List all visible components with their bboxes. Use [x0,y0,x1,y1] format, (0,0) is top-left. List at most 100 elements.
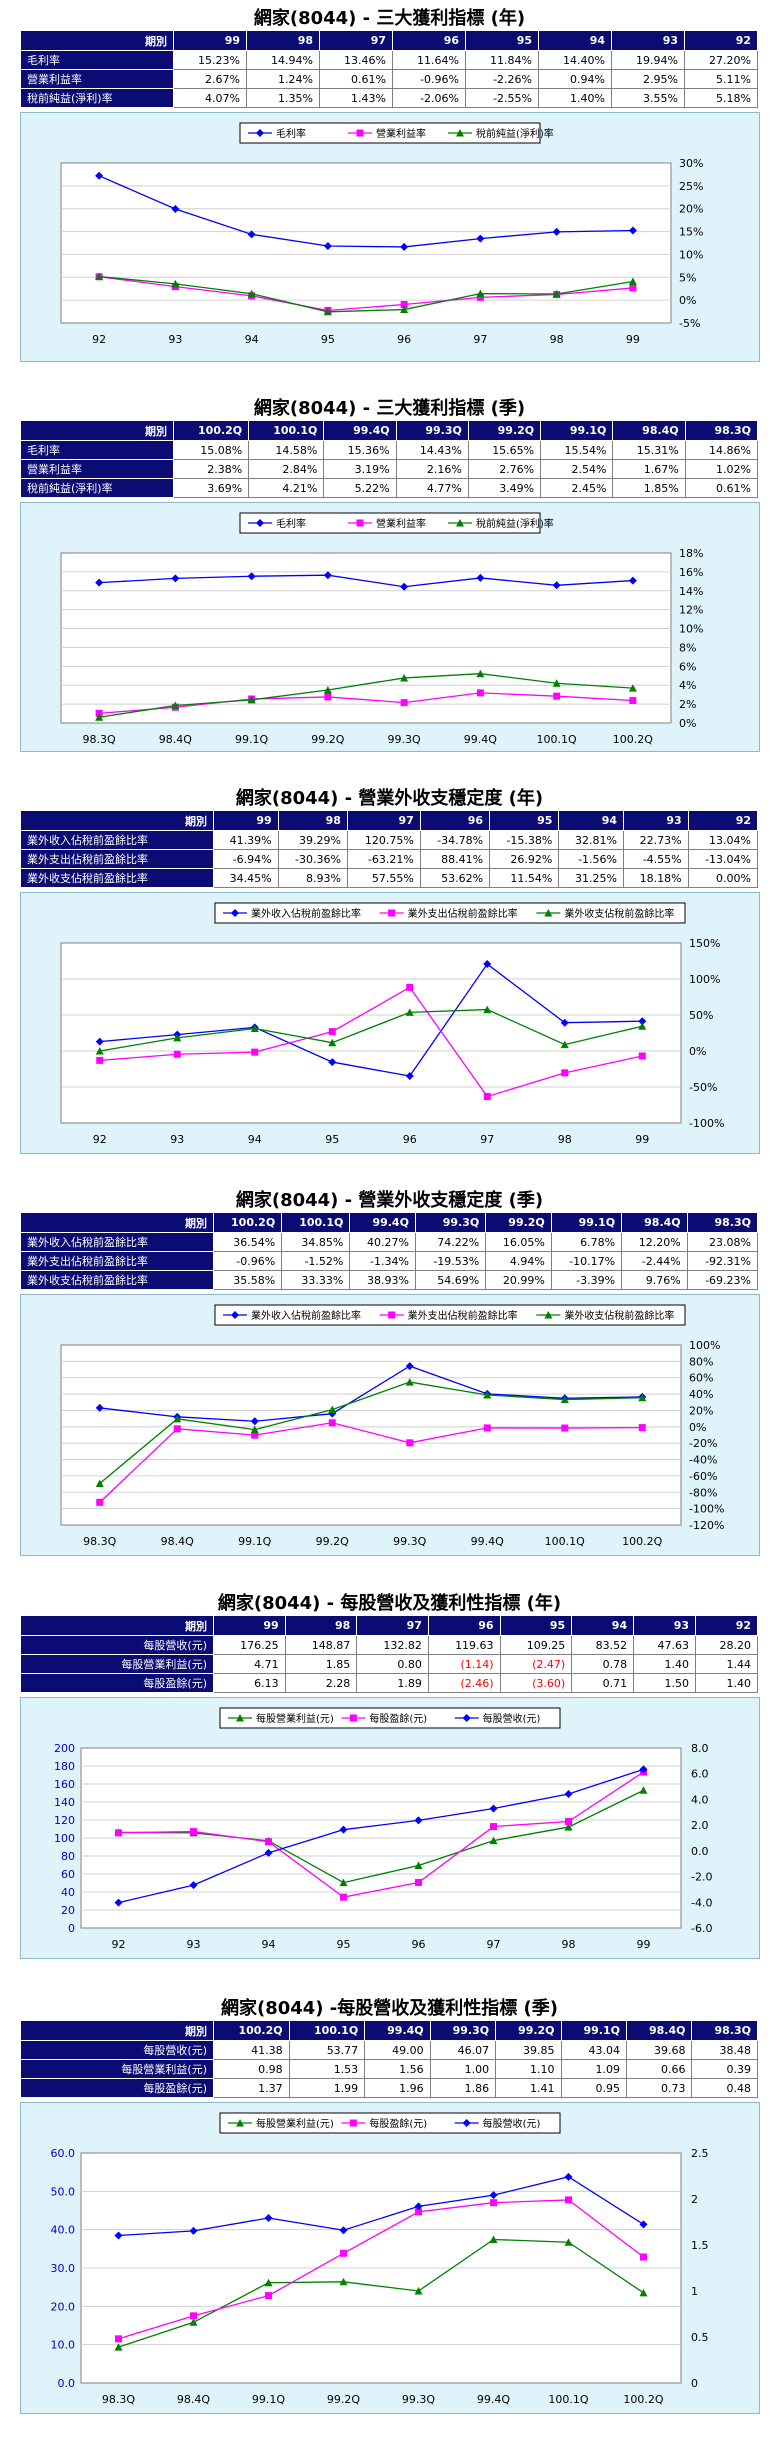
period-column-header: 98.3Q [691,2020,758,2041]
series-line [99,673,633,718]
table-row: 每股盈餘(元) 6.13 2.28 1.89 (2.46) (3.60) 0.71 1.50 1… [20,1673,758,1693]
table-cell: 3.55% [611,88,685,108]
table-cell: 2.28 [284,1673,358,1693]
table-cell: 2.38% [172,459,250,479]
legend-label: 每股盈餘(元) [369,1712,427,1725]
table-cell: -63.21% [346,849,421,869]
y-tick-label: 10% [679,248,703,261]
y2-tick-label: -2.0 [691,1871,712,1884]
x-tick-label: 99 [637,1938,651,1951]
table-cell: 3.49% [467,478,542,498]
legend-label: 稅前純益(淨利)率 [476,127,554,140]
y-tick-label: -5% [679,317,700,330]
x-tick-label: 99.3Q [393,1535,426,1548]
y-tick-label: 10% [679,623,703,636]
period-column-header: 95 [465,30,539,51]
period-column-header: 98 [284,1615,358,1636]
data-point [339,2226,348,2235]
y-tick-label: 12% [679,604,703,617]
table-cell: 14.58% [248,440,325,460]
table-cell: 1.67% [612,459,686,479]
table-cell: 38.93% [349,1270,416,1290]
row-label: 稅前純益(淨利)率 [20,478,174,498]
data-point [564,1790,573,1799]
table-cell: (2.47) [499,1654,573,1674]
table-cell: 4.07% [173,88,247,108]
data-point [247,289,256,298]
data-point [247,695,256,704]
data-point [552,581,561,590]
data-point [264,2278,273,2287]
table-cell: -6.94% [213,849,279,869]
y-tick-label: -100% [689,1117,724,1130]
table-cell: 3.19% [323,459,397,479]
data-point [638,1022,647,1030]
table-cell: -34.78% [419,830,491,850]
period-column-header: 99 [213,810,279,831]
period-column-header: 100.2Q [213,2020,290,2041]
table-cell: 1.40 [695,1673,758,1693]
series-line [99,692,633,715]
y2-tick-label: 2 [691,2193,698,2206]
table-cell: 88.41% [419,849,491,869]
table-cell: 13.04% [687,830,759,850]
data-point [483,1390,492,1399]
table-cell: -15.38% [489,830,560,850]
y-tick-label: 0% [689,1045,706,1058]
table-cell: 38.48 [691,2040,758,2060]
table-cell: 2.16% [395,459,469,479]
x-tick-label: 93 [168,333,182,346]
data-point [476,234,485,243]
y2-tick-label: 4.0 [691,1793,709,1806]
table-cell: 19.94% [611,50,685,70]
data-point [95,1403,104,1412]
table-cell: 54.69% [414,1270,487,1290]
legend-label: 每股盈餘(元) [369,2117,427,2130]
data-point [489,1836,498,1845]
table-cell: 1.24% [246,69,320,89]
table-cell: 47.63 [633,1635,697,1655]
legend-box [219,2112,561,2134]
row-label: 營業利益率 [20,69,174,89]
y-tick-label: -100% [689,1503,724,1516]
data-point [400,673,409,682]
x-tick-label: 95 [325,1133,339,1146]
data-point [406,1439,414,1447]
period-column-header: 98.3Q [686,1212,759,1233]
table-cell: 109.25 [499,1635,573,1655]
data-point [189,2318,198,2326]
line-chart: 18% 16% 14% 12% 10% 8% 6% 4% 2% 0% 98.3Q 98.4Q 99.1Q… [20,502,760,752]
y-tick-label: 30% [679,157,703,170]
period-column-header: 99.3Q [429,2020,497,2041]
table-cell: 4.71 [213,1654,286,1674]
data-point [264,2214,273,2223]
chart-svg: 150% 100% 50% 0% -50% -100% 92 93 94 95 96 97 98 99 業外… [60,902,724,1146]
data-point [564,2172,573,2181]
data-point [95,578,104,587]
table-header-row: 期別 100.2Q 100.1Q 99.4Q 99.3Q 99.2Q 99.1Q 98.4Q 9… [20,420,759,441]
table-cell: 39.29% [277,830,348,850]
table-cell: 0.48 [691,2078,758,2098]
legend-box [214,1304,686,1326]
chart-title: 網家(8044) -每股營收及獲利性指標 (季) [220,1998,558,2019]
x-tick-label: 96 [412,1938,426,1951]
data-point [639,2288,648,2297]
legend-label: 毛利率 [276,517,306,530]
legend-marker [462,2119,471,2127]
x-tick-label: 94 [245,333,259,346]
data-point [400,699,408,707]
legend-marker [544,909,553,917]
table-cell: 2.95% [611,69,685,89]
table-cell: 4.21% [248,478,325,498]
data-point [490,2199,497,2207]
row-label: 業外支出佔稅前盈餘比率 [20,1251,214,1271]
table-cell: 2.45% [540,478,614,498]
y-tick-label: 16% [679,566,703,579]
legend: 每股營業利益(元) 每股盈餘(元) 每股營收(元) [219,1707,561,1729]
period-column-header: 99.2Q [467,420,542,441]
x-tick-label: 99 [626,333,640,346]
table-cell: 1.10 [495,2059,562,2079]
series-line [99,574,633,588]
table-row: 營業利益率 2.67% 1.24% 0.61% -0.96% -2.26% 0.94% 2.9… [20,69,758,89]
table-cell: -2.55% [465,88,539,108]
